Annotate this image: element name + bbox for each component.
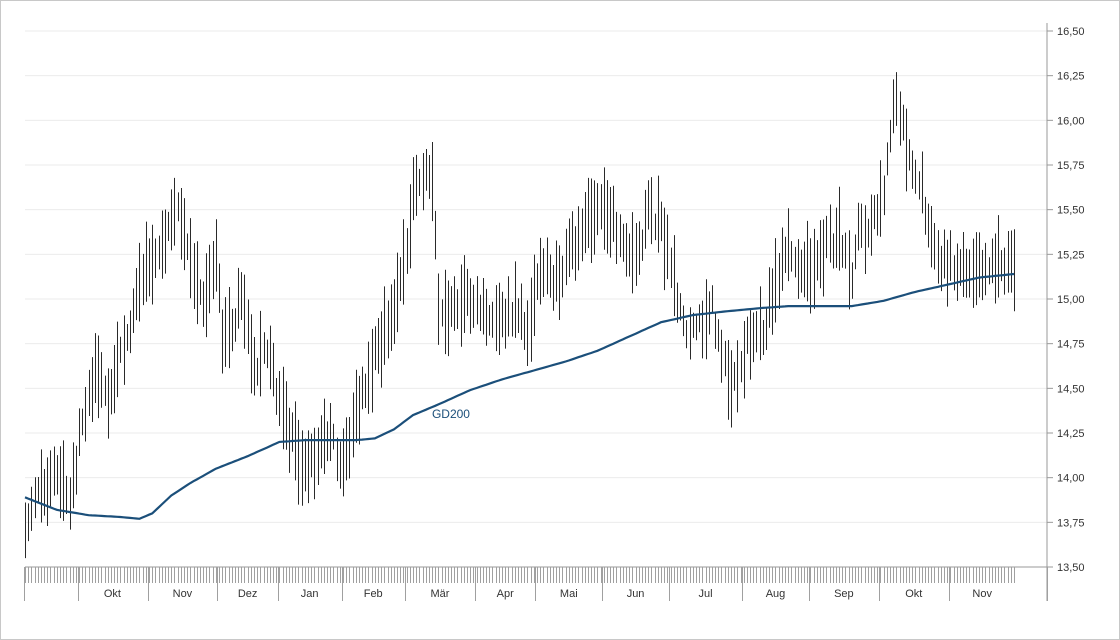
y-tick-label: 15,75: [1057, 160, 1085, 172]
x-month-label: Jun: [627, 588, 645, 600]
x-month-label: Feb: [364, 588, 383, 600]
y-tick-label: 13,50: [1057, 562, 1085, 574]
x-month-label: Mai: [560, 588, 578, 600]
y-tick-label: 16,50: [1057, 26, 1085, 38]
sma-label: GD200: [432, 407, 470, 421]
y-tick-label: 16,00: [1057, 115, 1085, 127]
sma-line: [24, 272, 1015, 520]
y-tick-label: 14,25: [1057, 428, 1085, 440]
y-tick-label: 15,00: [1057, 294, 1085, 306]
gridlines: [25, 30, 1047, 568]
y-tick-label: 13,75: [1057, 517, 1085, 529]
x-month-label: Mär: [431, 588, 450, 600]
y-tick-label: 15,50: [1057, 205, 1085, 217]
y-tick-label: 15,25: [1057, 249, 1085, 261]
x-month-label: Jul: [699, 588, 713, 600]
x-month-label: Sep: [834, 588, 854, 600]
y-tick-label: 14,50: [1057, 383, 1085, 395]
y-tick-label: 14,00: [1057, 473, 1085, 485]
x-axis: Okt Nov Dez Jan Feb Mär Apr Mai Jun Jul Aug Sep Okt N…: [24, 566, 1048, 601]
x-month-label: Okt: [905, 588, 922, 600]
x-month-label: Nov: [173, 588, 193, 600]
y-tick-label: 14,75: [1057, 339, 1085, 351]
price-bars: [25, 72, 1015, 559]
x-month-label: Okt: [104, 588, 121, 600]
x-month-label: Dez: [238, 588, 258, 600]
x-month-label: Apr: [497, 588, 514, 600]
y-axis: 13,50 13,75 14,00 14,25 14,50 14,75 15,00 15,25…: [1046, 23, 1085, 601]
x-month-label: Aug: [766, 588, 786, 600]
x-month-label: Nov: [972, 588, 992, 600]
x-month-label: Jan: [301, 588, 319, 600]
y-tick-label: 16,25: [1057, 71, 1085, 83]
